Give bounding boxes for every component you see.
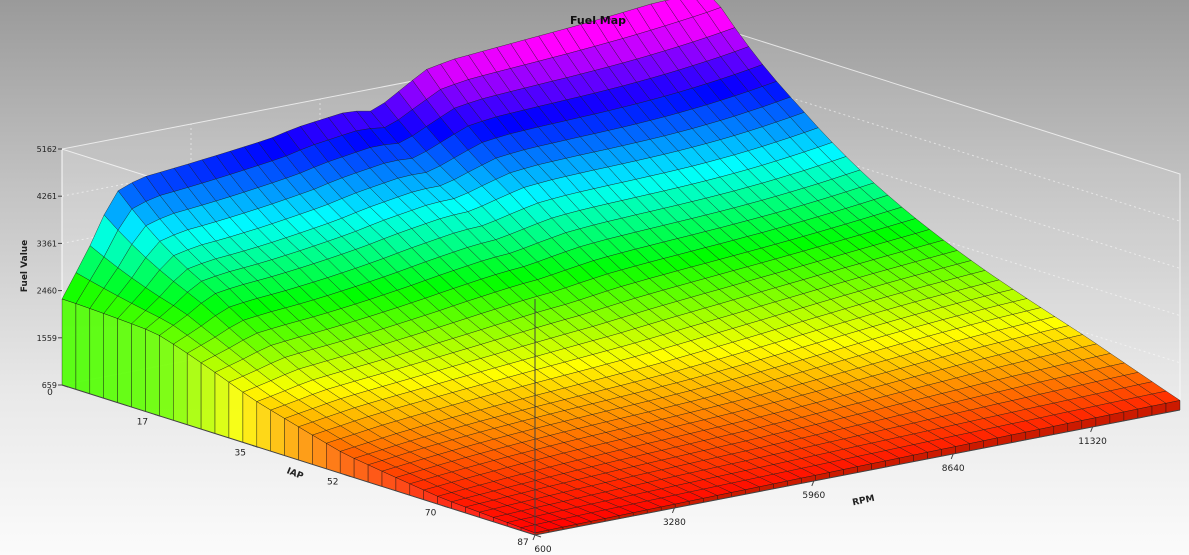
- z-tick-label: 4261: [37, 192, 57, 201]
- surface-left-face: [61, 298, 77, 390]
- iap-tick-label: 35: [235, 448, 246, 458]
- iap-tick-mark: [534, 534, 542, 538]
- iap-tick-label: 0: [47, 388, 53, 398]
- surface-left-face: [117, 318, 132, 408]
- iap-tick-mark: [344, 474, 351, 478]
- iap-tick-mark: [442, 505, 449, 509]
- z-tick-label: 659: [42, 381, 57, 390]
- fuel-surface: [61, 0, 1181, 536]
- z-tick-label: 5162: [37, 145, 57, 154]
- rpm-tick-label: 600: [534, 545, 551, 555]
- rpm-tick-label: 8640: [942, 464, 965, 474]
- iap-tick-label: 17: [137, 417, 148, 427]
- z-axis-label: Fuel Value: [20, 240, 30, 293]
- z-tick-label: 3361: [37, 239, 57, 248]
- rpm-tick-mark: [811, 480, 815, 487]
- rpm-tick-mark: [1090, 426, 1094, 433]
- axis-line: [534, 409, 1181, 536]
- rpm-tick-mark: [671, 507, 675, 514]
- iap-tick-label: 70: [425, 509, 437, 519]
- surface-left-face: [173, 343, 188, 425]
- surface-left-face: [75, 303, 91, 395]
- rpm-tick-label: 5960: [802, 491, 825, 501]
- surface-left-face: [159, 335, 174, 421]
- z-tick-label: 2460: [37, 287, 57, 296]
- surface-left-face: [228, 381, 244, 443]
- surface-left-face: [145, 328, 160, 417]
- surface-left-face: [103, 313, 118, 403]
- iap-tick-mark: [252, 444, 259, 448]
- axis-line: [61, 384, 536, 536]
- surface-left-face: [242, 391, 257, 448]
- iap-tick-label: 52: [327, 478, 338, 488]
- iap-tick-mark: [154, 413, 161, 417]
- axis-lines: [61, 299, 1181, 536]
- surface-left-face: [186, 352, 202, 430]
- z-tick-label: 1559: [37, 334, 57, 343]
- iap-tick-label: 87: [517, 538, 528, 548]
- rpm-tick-mark: [950, 453, 954, 460]
- rpm-axis-label: RPM: [852, 494, 876, 508]
- iap-axis-label: IAP: [285, 466, 305, 482]
- rpm-tick-label: 11320: [1078, 437, 1107, 447]
- chart-title: Fuel Map: [570, 14, 626, 27]
- surface-left-face: [256, 401, 271, 452]
- surface-left-face: [214, 372, 230, 439]
- surface-left-face: [89, 308, 104, 399]
- surface-left-face: [200, 362, 216, 434]
- rpm-tick-mark: [532, 534, 536, 541]
- rpm-tick-label: 3280: [663, 518, 686, 528]
- iap-tick-mark: [61, 384, 69, 388]
- tick-labels: 659 1559 2460 3361 4261 5162 0 17 35 52 70 87 600 328…: [37, 145, 1108, 555]
- surface-left-face: [131, 323, 146, 412]
